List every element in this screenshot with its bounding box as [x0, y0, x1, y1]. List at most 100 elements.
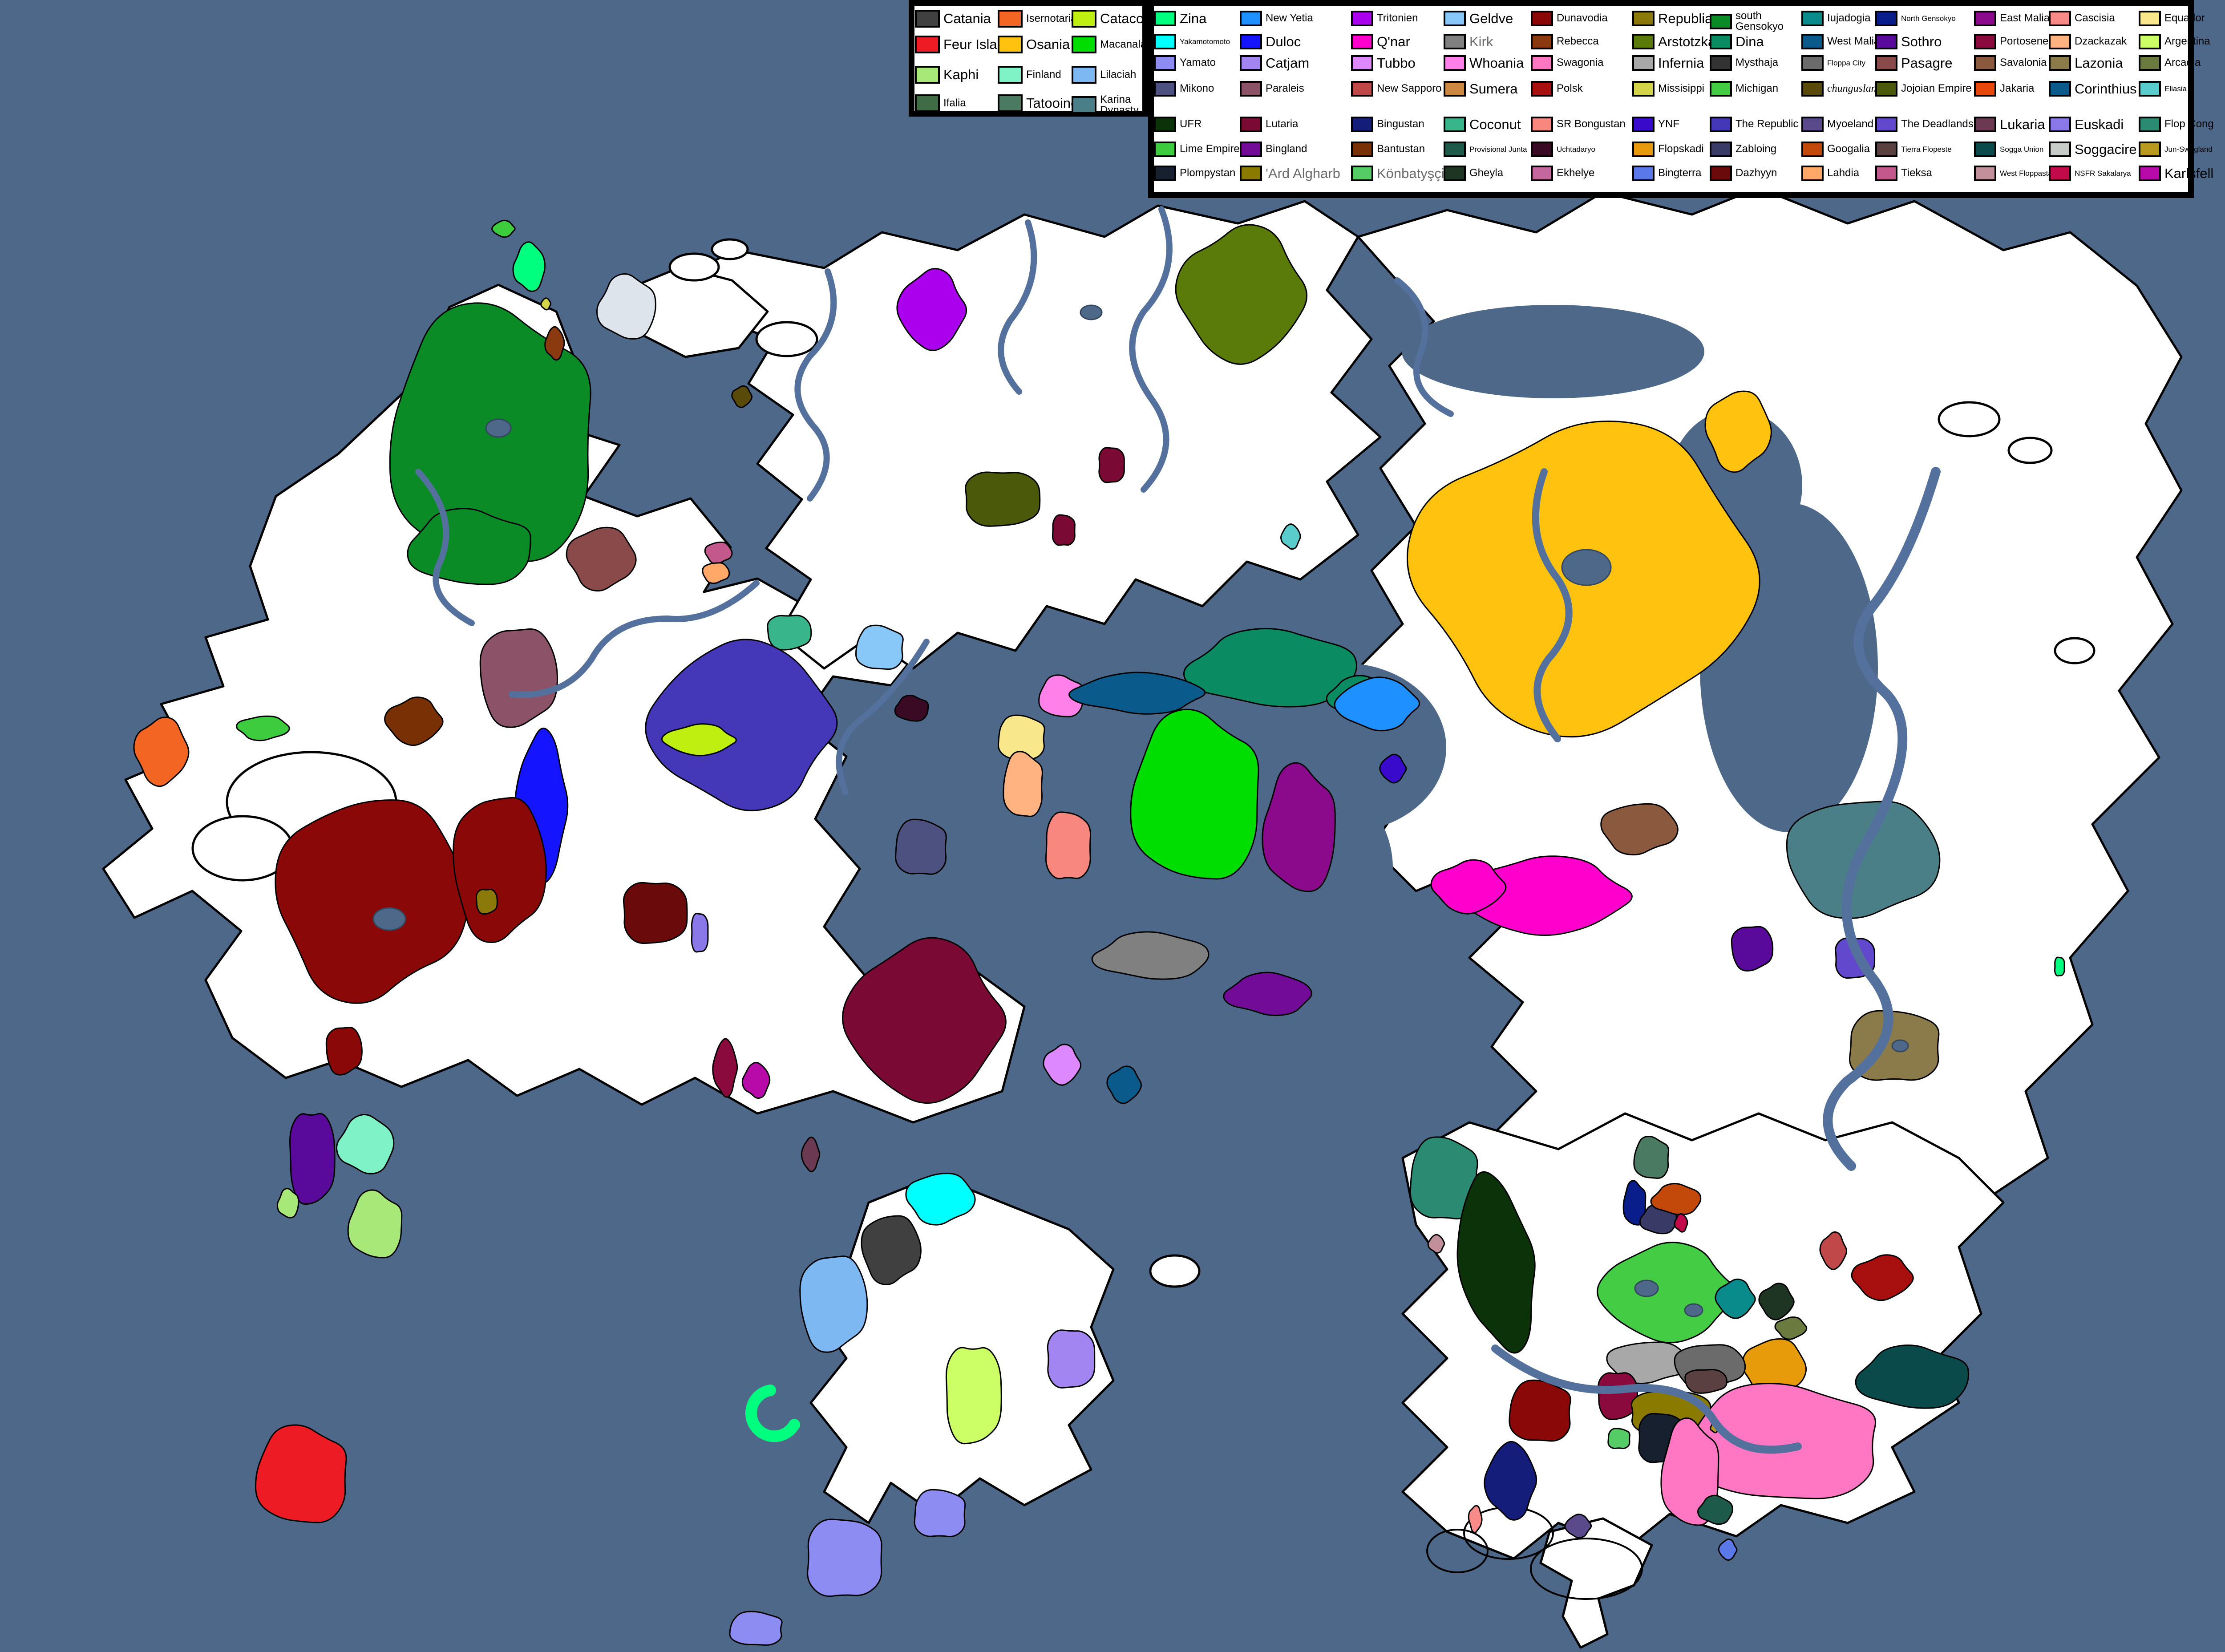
legend-label-k-nbaty-ir: Könbatyşçir: [1377, 165, 1449, 181]
legend-entry-arstotzka: Arstotzka: [1632, 34, 1715, 49]
region-sothro[interactable]: Sothro: [1731, 926, 1774, 972]
legend-label-myoeland: Myoeland: [1827, 118, 1874, 130]
region-equador[interactable]: Equador: [997, 714, 1045, 760]
region-dazhyyn[interactable]: Dazhyyn: [623, 882, 688, 944]
legend-entry-zabloing: Zabloing: [1710, 142, 1776, 157]
region-pasagre[interactable]: Pasagre: [566, 526, 637, 592]
region-cascisia[interactable]: Cascisia: [1468, 1505, 1483, 1534]
region-dunavodia[interactable]: Dunavodia: [325, 1027, 363, 1076]
region-savalonia[interactable]: Savalonia: [1600, 803, 1679, 856]
region-ynf[interactable]: YNF: [1379, 753, 1407, 784]
region-catania[interactable]: Catania: [861, 1215, 922, 1285]
region-yakamotomoto[interactable]: Yakamotomoto: [905, 1173, 976, 1226]
region-sogga-union[interactable]: Sogga Union: [1855, 1344, 1970, 1409]
region-bingterra[interactable]: Bingterra: [1718, 1539, 1738, 1561]
region-tritonien[interactable]: Tritonien: [896, 268, 967, 351]
region-tatooine[interactable]: Tatooine: [1633, 1135, 1670, 1179]
region-rebecca[interactable]: Rebecca: [544, 326, 565, 361]
legend-label-mysthaja: Mysthaja: [1736, 57, 1779, 69]
region-arstotzka[interactable]: Arstotzka: [1175, 224, 1308, 365]
region-paraleis[interactable]: Paraleis: [479, 628, 558, 728]
region-kaphi[interactable]: Kaphi: [276, 1188, 299, 1219]
region-zina[interactable]: Zina: [2054, 956, 2065, 977]
region-dunavodia[interactable]: Dunavodia: [1509, 1379, 1571, 1442]
region-dunavodia[interactable]: Dunavodia: [275, 799, 469, 1004]
legend-entry-floppa-city: Floppa City: [1801, 55, 1865, 71]
region-kaphi[interactable]: Kaphi: [347, 1189, 403, 1259]
region-bingland[interactable]: Bingland: [1223, 972, 1312, 1016]
region-catacoria[interactable]: Catacoria: [661, 723, 737, 757]
region-east-malia[interactable]: East Malia: [1262, 762, 1336, 892]
region-tierra-flopeste[interactable]: Tierra Flopeste: [1684, 1369, 1727, 1394]
region-feur-island[interactable]: Feur Island: [255, 1424, 347, 1523]
region-west-malia[interactable]: West Malia: [1068, 672, 1206, 715]
region-provisional-junta[interactable]: Provisional Junta: [1697, 1494, 1734, 1525]
region-mikono[interactable]: Mikono: [895, 818, 947, 875]
region-macanaland[interactable]: Macanaland: [1130, 709, 1259, 880]
region-k-nbaty-ir[interactable]: Könbatyşçir: [1607, 1428, 1630, 1450]
region-iujadogia[interactable]: Iujadogia: [1715, 1278, 1756, 1319]
region-west-floppastan[interactable]: West Floppastan: [1427, 1234, 1445, 1254]
region-soggacire[interactable]: Soggacire: [596, 273, 656, 340]
region-karlsfell[interactable]: Karlsfell: [741, 1062, 771, 1099]
region-new-yetia[interactable]: New Yetia: [1334, 676, 1420, 732]
region-whoania[interactable]: Whoania: [1038, 674, 1084, 717]
region-zina[interactable]: Zina: [512, 241, 546, 292]
legend-swatch-bingland: [1240, 142, 1262, 157]
region-lukaria[interactable]: Lukaria: [801, 1136, 821, 1172]
region-the-republic[interactable]: The Republic: [645, 639, 838, 811]
region-lime-empire[interactable]: Lime Empire: [491, 219, 516, 238]
region-kirk[interactable]: Kirk: [1091, 931, 1210, 980]
region-polsk[interactable]: Polsk: [1851, 1254, 1914, 1301]
legend-swatch-ekhelye: [1531, 166, 1553, 181]
region-michigan[interactable]: Michigan: [1597, 1242, 1736, 1344]
region-new-sapporo[interactable]: New Sapporo: [1819, 1231, 1847, 1270]
region-argentina[interactable]: Argentina: [945, 1347, 1002, 1445]
region-bingustan[interactable]: Bingustan: [1484, 1441, 1537, 1521]
legend-entry-macanaland: Macanaland: [1072, 36, 1158, 53]
region-portosene[interactable]: Portosene: [1598, 1372, 1638, 1420]
region-gheyla[interactable]: Gheyla: [1758, 1283, 1795, 1320]
region-geldve[interactable]: Geldve: [855, 624, 904, 670]
region-dzackazak[interactable]: Dzackazak: [1003, 751, 1043, 817]
region-lutaria[interactable]: Lutaria: [842, 937, 1007, 1104]
region-catjam[interactable]: Catjam: [1047, 1329, 1096, 1389]
region-corinthius[interactable]: Corinthius: [1106, 1065, 1142, 1104]
region-euskadi[interactable]: Euskadi: [691, 913, 709, 953]
region-isernotaria[interactable]: Isernotaria: [133, 717, 190, 787]
region-lutaria[interactable]: Lutaria: [1098, 447, 1125, 483]
region-myoeland[interactable]: Myoeland: [1564, 1514, 1592, 1539]
region-sothro[interactable]: Sothro: [289, 1113, 336, 1205]
region-tubbo[interactable]: Tubbo: [1043, 1044, 1082, 1086]
region-republia[interactable]: Republia: [475, 888, 498, 915]
region-nsfr-sakalarya[interactable]: NSFR Sakalarya: [1674, 1213, 1688, 1233]
region-arcadia[interactable]: Arcadia: [1774, 1316, 1808, 1340]
region-coconut[interactable]: Coconut: [767, 615, 812, 651]
region-chungusland[interactable]: chungusland: [731, 385, 752, 408]
region-zina[interactable]: Zina: [745, 1385, 800, 1442]
legend-label-portosene: Portosene: [2000, 35, 2049, 48]
region-yamato[interactable]: Yamato: [729, 1611, 783, 1646]
region-portosene[interactable]: Portosene: [712, 1038, 738, 1098]
region-ufr[interactable]: UFR: [1443, 1166, 1550, 1360]
region-eliasia[interactable]: Eliasia: [1280, 523, 1301, 550]
region-yamato[interactable]: Yamato: [807, 1518, 882, 1597]
legend-label-zina: Zina: [1180, 10, 1207, 26]
region-uchtadaryo[interactable]: Uchtadaryo: [894, 695, 929, 722]
region-lilaciah[interactable]: Lilaciah: [799, 1255, 868, 1353]
region-lime-empire[interactable]: Lime Empire: [236, 715, 290, 741]
region-q-nar[interactable]: Q'nar: [1430, 859, 1507, 915]
region-lahdia[interactable]: Lahdia: [702, 562, 730, 584]
region-finland[interactable]: Finland: [336, 1114, 395, 1174]
region-osania[interactable]: Osania: [1704, 390, 1772, 473]
region-yamato[interactable]: Yamato: [914, 1489, 966, 1538]
region-bantustan[interactable]: Bantustan: [384, 696, 444, 746]
region-sr-bongustan[interactable]: SR Bongustan: [1045, 811, 1092, 879]
region-googalia[interactable]: Googalia: [1650, 1182, 1702, 1215]
legend-swatch-corinthius: [2049, 81, 2071, 97]
region-tieksa[interactable]: Tieksa: [704, 541, 733, 565]
region-lutaria[interactable]: Lutaria: [1052, 514, 1076, 546]
region-jojoian-empire[interactable]: Jojoian Empire: [965, 471, 1041, 527]
region-missisippi[interactable]: Missisippi: [540, 297, 552, 311]
